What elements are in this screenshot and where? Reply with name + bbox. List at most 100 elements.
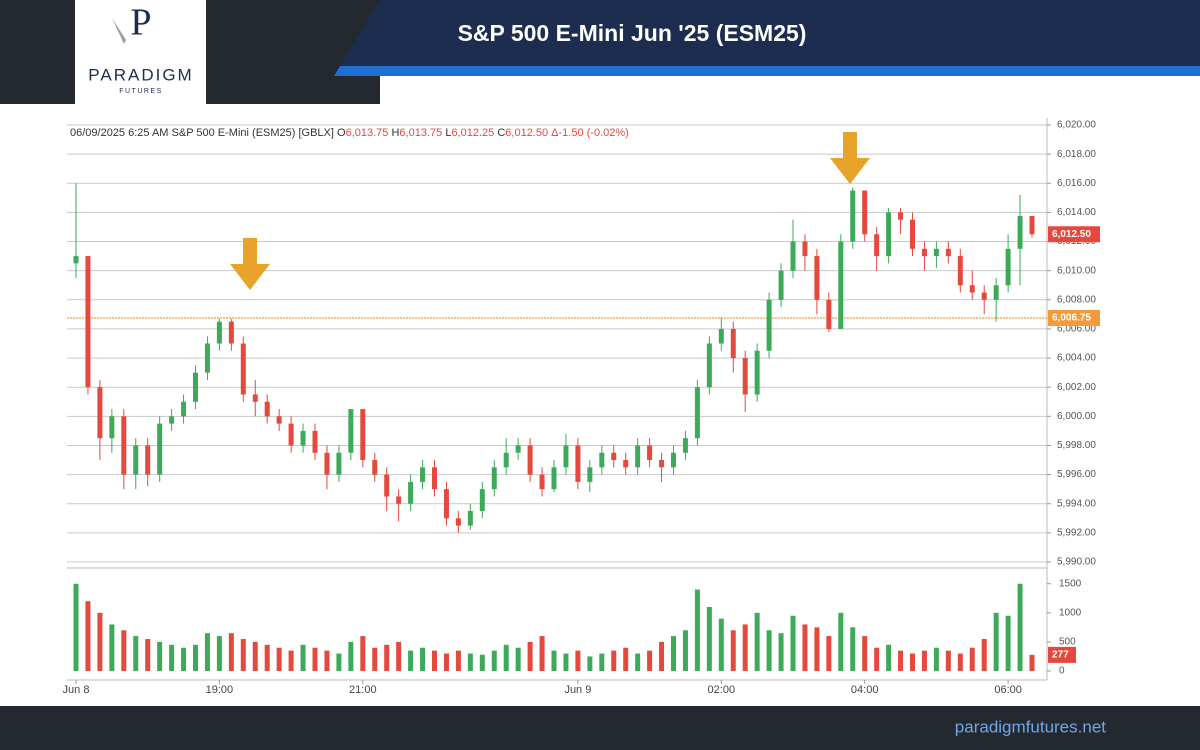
candle-body [814,256,820,300]
volume-bar [933,647,939,671]
brand-sub: FUTURES [119,88,163,95]
x-tick-label: Jun 9 [564,684,591,696]
volume-bar [563,653,569,671]
volume-bar [945,650,951,671]
candle-body [766,299,772,351]
y-tick-label: 6,000.00 [1057,411,1096,422]
candle-body [527,445,533,475]
candle-body [921,248,927,257]
volume-bar [503,644,509,671]
volume-bar [408,650,414,671]
volume-bar [969,647,975,671]
candle-body [204,343,210,373]
x-tick-label: 04:00 [851,684,879,696]
volume-bar [515,647,521,671]
candle-body [981,292,987,300]
volume-bar [647,650,653,671]
candle-body [384,474,390,497]
volume-bar [874,647,880,671]
candle-body [754,350,760,395]
legend-change: Δ-1.50 (-0.02%) [551,127,629,139]
candle-body [216,321,222,344]
candle-body [181,401,187,417]
candle-body [240,343,246,395]
volume-bar [886,644,892,671]
y-tick-label: 5,998.00 [1057,440,1096,451]
volume-bar [993,612,999,671]
legend-key: L [445,127,451,139]
candle-body [802,241,808,257]
volume-bar [133,636,139,671]
volume-bar [671,636,676,671]
page-title: S&P 500 E-Mini Jun '25 (ESM25) [458,20,807,46]
candle-body [957,256,963,286]
logo-box [75,0,206,104]
volume-bar [491,650,497,671]
legend-key: C [497,127,505,139]
candle-body [1005,248,1011,286]
volume-bar [145,639,151,671]
volume-bar [694,589,700,671]
legend-value: 6,013.75 [399,127,442,139]
candle-body [288,423,294,446]
volume-bar [814,627,820,671]
volume-bar [288,650,294,671]
candle-body [408,481,414,504]
volume-bar [659,641,665,671]
candle-body [252,394,258,402]
candle-body [659,460,665,468]
title-bar [340,0,1200,66]
volume-bar [443,653,449,671]
legend-value: 6,012.25 [451,127,494,139]
candle-body [97,387,103,439]
volume-bar [826,636,832,671]
candle-body [324,452,330,475]
candle-body [945,248,951,257]
volume-bar [1005,615,1011,671]
volume-bar [300,644,306,671]
candle-body [694,387,700,439]
volume-bar [611,650,617,671]
candle-body [718,328,724,344]
y-tick-label: 6,004.00 [1057,353,1096,364]
volume-bar [420,647,426,671]
candle-body [790,241,796,271]
candle-body [396,496,402,504]
volume-bar [384,644,390,671]
x-tick-label: 21:00 [349,684,377,696]
volume-bar [838,612,844,671]
candle-body [1029,216,1035,235]
candle-body [862,190,868,235]
volume-bar [957,653,963,671]
volume-bar [1017,583,1023,671]
candle-body [264,401,270,417]
y-tick-label: 5,990.00 [1057,557,1096,568]
volume-tick-label: 500 [1059,637,1076,648]
x-tick-label: 02:00 [708,684,736,696]
volume-bar [73,583,79,671]
volume-bar [898,650,904,671]
arrow [230,238,270,290]
x-tick-label: 06:00 [994,684,1022,696]
y-tick-label: 6,008.00 [1057,294,1096,305]
volume-bar [910,653,915,671]
candle-body [730,328,736,359]
volume-bar [181,647,187,671]
candle-body [838,241,844,329]
candle-body [898,212,904,220]
candle-body [312,430,318,453]
last-volume-label-box [1048,646,1076,663]
volume-bar [1029,654,1035,671]
candle-body [491,467,497,490]
arrow [830,132,870,184]
volume-tick-label: 0 [1059,666,1065,677]
volume-bar [264,644,270,671]
volume-bar [336,653,342,671]
volume-tick-label: 1500 [1059,578,1082,589]
candle-body [826,299,832,329]
legend-value: 6,013.75 [346,127,389,139]
volume-bar [587,656,593,671]
y-tick-label: 6,016.00 [1057,178,1096,189]
volume-bar [85,601,91,671]
candle-body [467,511,473,526]
